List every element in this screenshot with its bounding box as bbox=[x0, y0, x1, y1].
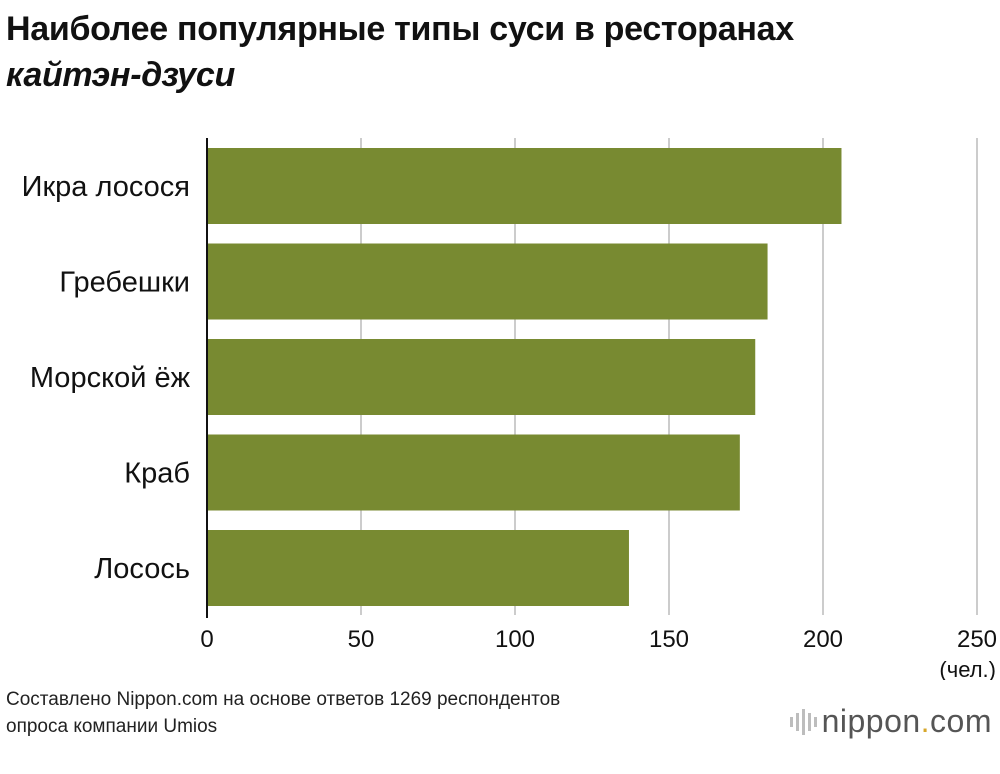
category-label: Краб bbox=[124, 458, 190, 490]
category-labels: Икра лосося Гребешки Морской ёж Краб Лосось bbox=[22, 171, 191, 585]
bar bbox=[207, 530, 629, 606]
category-label: Икра лосося bbox=[22, 171, 190, 203]
logo-wordmark: nippon.com bbox=[821, 703, 992, 739]
x-tick-labels: 0 50 100 150 200 250 bbox=[200, 626, 997, 653]
chart-title: Наиболее популярные типы суси в ресторан… bbox=[6, 6, 794, 98]
bar bbox=[207, 148, 842, 224]
chart-title-line2: кайтэн-дзуси bbox=[6, 56, 235, 94]
bars bbox=[207, 148, 842, 606]
source-note: Составлено Nippon.com на основе ответов … bbox=[6, 686, 560, 740]
bar bbox=[207, 434, 740, 511]
x-tick-label: 0 bbox=[200, 626, 213, 653]
nippon-logo: nippon.com bbox=[788, 703, 992, 740]
x-tick-label: 250 bbox=[957, 626, 997, 653]
x-tick-label: 150 bbox=[649, 626, 689, 653]
bar bbox=[207, 339, 756, 415]
category-label: Морской ёж bbox=[30, 362, 191, 394]
source-line-2: опроса компании Umios bbox=[6, 716, 218, 737]
x-tick-label: 200 bbox=[803, 626, 843, 653]
source-line-1: Составлено Nippon.com на основе ответов … bbox=[6, 689, 561, 710]
x-tick-label: 50 bbox=[348, 626, 375, 653]
chart-title-line1: Наиболее популярные типы суси в ресторан… bbox=[6, 10, 794, 48]
bar bbox=[207, 243, 768, 320]
sound-wave-icon bbox=[789, 708, 817, 735]
x-axis-unit: (чел.) bbox=[939, 657, 996, 680]
x-tick-label: 100 bbox=[495, 626, 535, 653]
category-label: Гребешки bbox=[59, 267, 190, 299]
category-label: Лосось bbox=[94, 553, 190, 585]
